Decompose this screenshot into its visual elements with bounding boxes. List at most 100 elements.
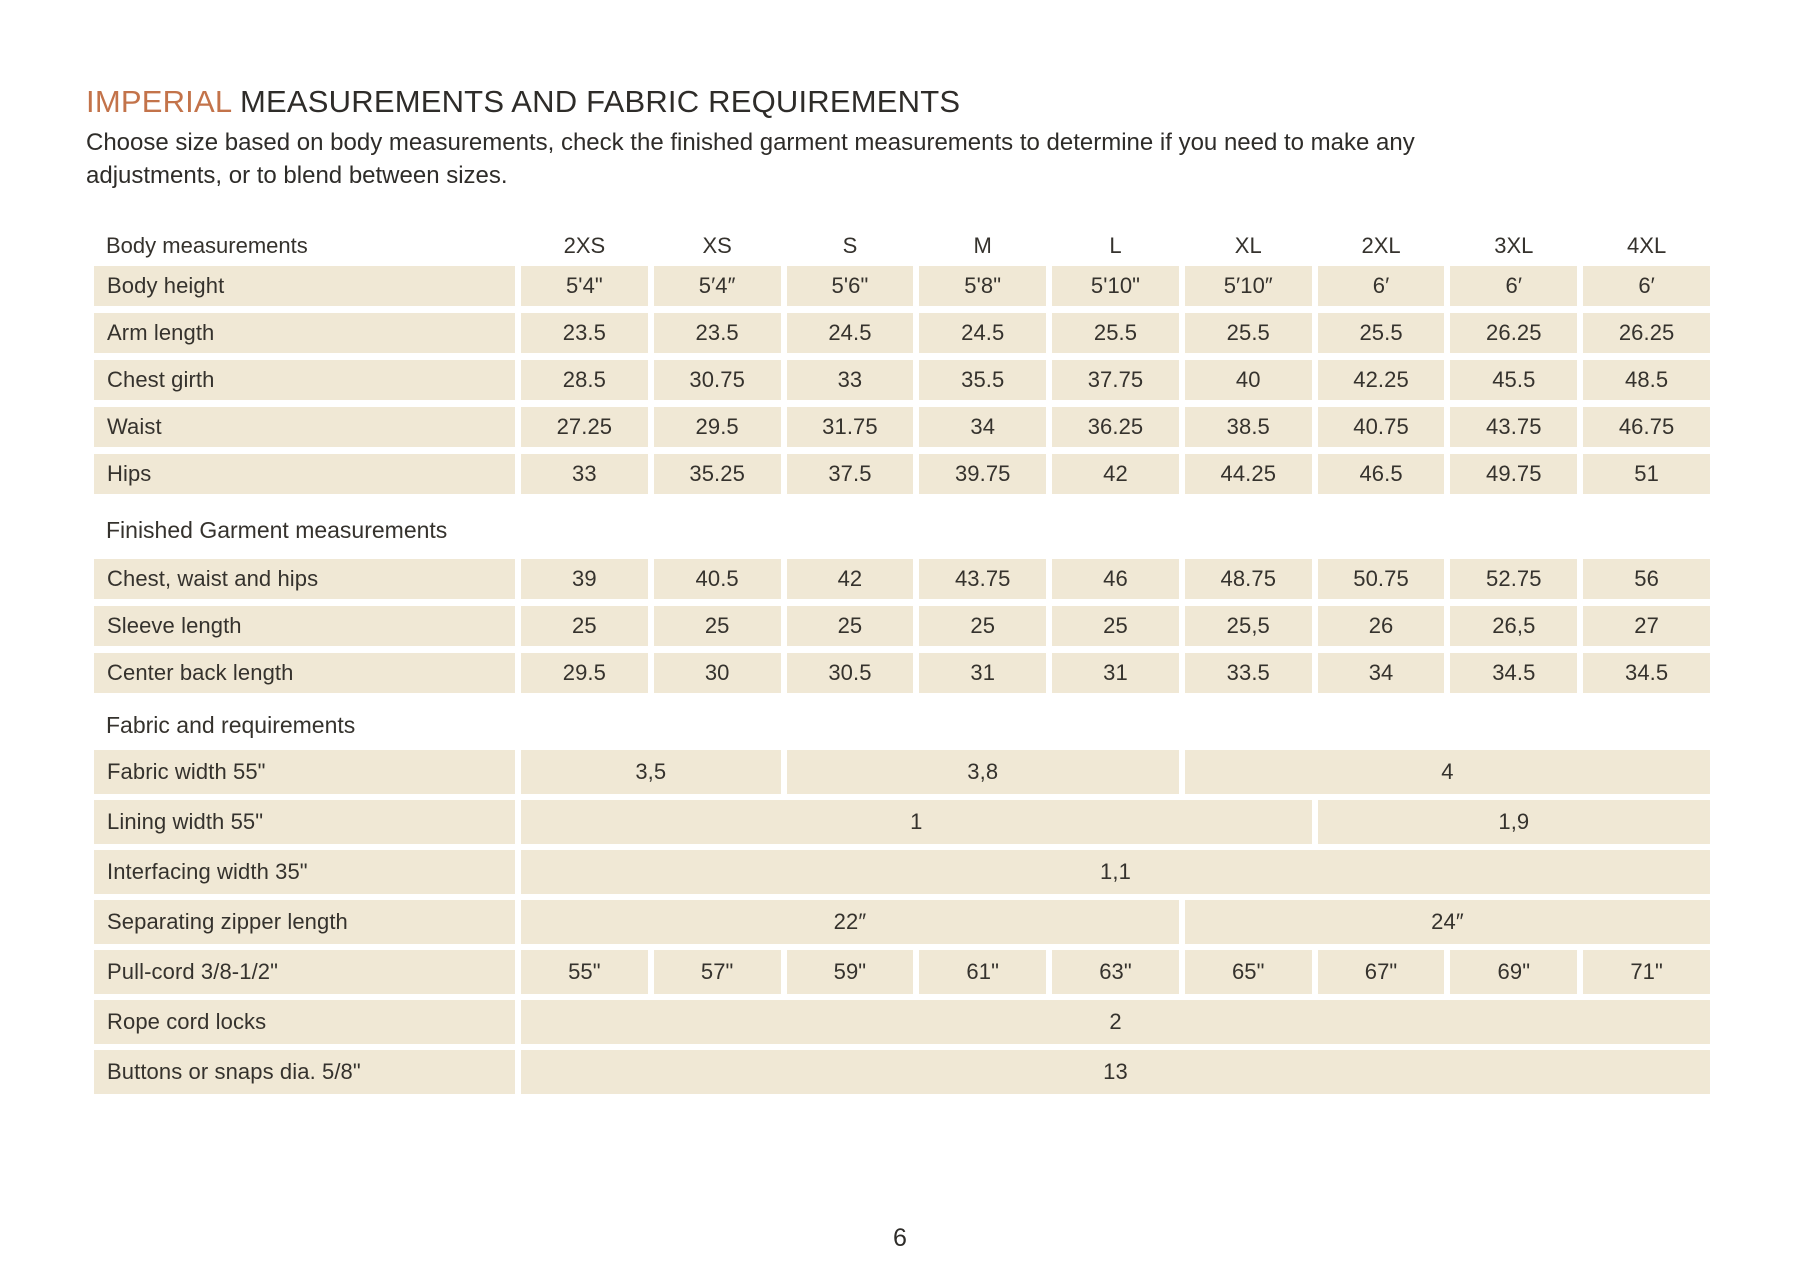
table-row: Chest girth 28.5 30.75 33 35.5 37.75 40 42.25 45… [94,360,1710,400]
value-cell: 67" [1317,950,1445,994]
value-cell: 34.5 [1583,653,1710,693]
value-cell: 25 [653,606,781,646]
value-cell: 28.5 [521,360,648,400]
row-label: Hips [94,454,515,494]
value-cell: 35.25 [653,454,781,494]
value-cell: 5'10" [1052,266,1179,306]
value-cell: 23.5 [653,313,781,353]
table-row: Pull-cord 3/8-1/2" 55" 57" 59" 61" 63" 65" 67" 6… [94,950,1710,994]
value-cell: 56 [1583,559,1710,599]
size-column-header: 2XS [521,226,648,266]
value-cell: 25 [919,606,1047,646]
value-cell: 34 [919,407,1047,447]
section-title: Finished Garment measurements [94,501,1710,559]
value-cell: 1,1 [521,850,1710,894]
value-cell: 6′ [1317,266,1445,306]
size-column-header: L [1052,226,1179,266]
value-cell: 26,5 [1450,606,1578,646]
table-row: Center back length 29.5 30 30.5 31 31 33.5 34 34… [94,653,1710,693]
size-column-header: S [786,226,914,266]
value-cell: 25,5 [1184,606,1312,646]
row-label: Arm length [94,313,515,353]
measurement-table: Body measurements 2XS XS S M L XL 2XL 3XL 4XL Body… [94,226,1710,1094]
value-cell: 24.5 [919,313,1047,353]
value-cell: 42 [1052,454,1179,494]
value-cell: 44.25 [1184,454,1312,494]
value-cell: 29.5 [521,653,648,693]
value-cell: 31 [919,653,1047,693]
value-cell: 51 [1583,454,1710,494]
value-cell: 46 [1052,559,1179,599]
value-cell: 5′4″ [653,266,781,306]
value-cell: 65" [1184,950,1312,994]
value-cell: 25.5 [1317,313,1445,353]
size-column-header: XL [1184,226,1312,266]
value-cell: 40.75 [1317,407,1445,447]
value-cell: 43.75 [1450,407,1578,447]
value-cell: 33 [786,360,914,400]
value-cell: 52.75 [1450,559,1578,599]
value-cell: 29.5 [653,407,781,447]
row-label: Body height [94,266,515,306]
table-row: Fabric width 55" 3,5 3,8 4 [94,750,1710,794]
value-cell: 34 [1317,653,1445,693]
value-cell: 26.25 [1450,313,1578,353]
value-cell: 24″ [1184,900,1710,944]
value-cell: 50.75 [1317,559,1445,599]
table-header-row: Body measurements 2XS XS S M L XL 2XL 3XL 4XL [94,226,1710,266]
row-label: Center back length [94,653,515,693]
size-column-header: 3XL [1450,226,1578,266]
value-cell: 5'4" [521,266,648,306]
column-header-label: Body measurements [94,226,515,266]
table-row: Hips 33 35.25 37.5 39.75 42 44.25 46.5 49.75 51 [94,454,1710,494]
size-column-header: 4XL [1583,226,1710,266]
page-number: 6 [893,1224,907,1252]
value-cell: 30.75 [653,360,781,400]
value-cell: 30.5 [786,653,914,693]
table-row: Arm length 23.5 23.5 24.5 24.5 25.5 25.5 25.5 26… [94,313,1710,353]
value-cell: 24.5 [786,313,914,353]
value-cell: 40 [1184,360,1312,400]
table-row: Lining width 55" 1 1,9 [94,800,1710,844]
value-cell: 59" [786,950,914,994]
value-cell: 31 [1052,653,1179,693]
value-cell: 49.75 [1450,454,1578,494]
value-cell: 37.5 [786,454,914,494]
value-cell: 37.75 [1052,360,1179,400]
row-label: Waist [94,407,515,447]
table-row: Body height 5'4" 5′4″ 5'6" 5'8" 5'10" 5′10″ 6′ 6… [94,266,1710,306]
value-cell: 69" [1450,950,1578,994]
value-cell: 46.75 [1583,407,1710,447]
value-cell: 6′ [1583,266,1710,306]
row-label: Interfacing width 35" [94,850,515,894]
value-cell: 48.5 [1583,360,1710,400]
value-cell: 3,5 [521,750,781,794]
value-cell: 27 [1583,606,1710,646]
value-cell: 4 [1184,750,1710,794]
row-label: Pull-cord 3/8-1/2" [94,950,515,994]
value-cell: 38.5 [1184,407,1312,447]
row-label: Chest girth [94,360,515,400]
value-cell: 2 [521,1000,1710,1044]
table-row: Buttons or snaps dia. 5/8" 13 [94,1050,1710,1094]
value-cell: 55" [521,950,648,994]
row-label: Buttons or snaps dia. 5/8" [94,1050,515,1094]
value-cell: 26 [1317,606,1445,646]
table-row: Interfacing width 35" 1,1 [94,850,1710,894]
value-cell: 36.25 [1052,407,1179,447]
value-cell: 3,8 [786,750,1179,794]
value-cell: 26.25 [1583,313,1710,353]
value-cell: 1,9 [1317,800,1710,844]
row-label: Sleeve length [94,606,515,646]
page-title: IMPERIAL MEASUREMENTS AND FABRIC REQUIRE… [86,86,1800,117]
value-cell: 45.5 [1450,360,1578,400]
value-cell: 63" [1052,950,1179,994]
row-label: Fabric width 55" [94,750,515,794]
table-row: Rope cord locks 2 [94,1000,1710,1044]
value-cell: 5'8" [919,266,1047,306]
size-column-header: M [919,226,1047,266]
value-cell: 71" [1583,950,1710,994]
table-row: Waist 27.25 29.5 31.75 34 36.25 38.5 40.75 43.75… [94,407,1710,447]
value-cell: 39 [521,559,648,599]
